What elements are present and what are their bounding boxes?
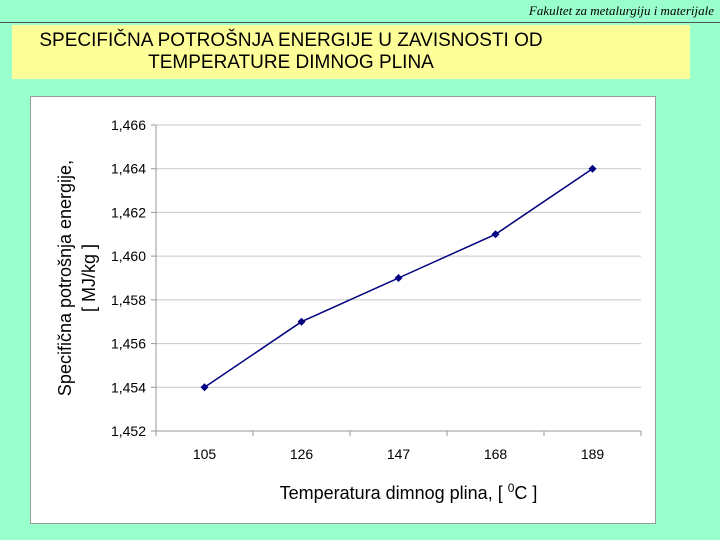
x-tick-label: 189 — [581, 446, 605, 462]
x-axis-label: Temperatura dimnog plina, [ 0C ] — [280, 481, 538, 503]
data-point — [297, 317, 306, 326]
x-axis-label-suffix: C ] — [514, 483, 537, 503]
data-point — [491, 230, 500, 239]
y-tick-label: 1,466 — [111, 117, 146, 133]
data-point — [394, 274, 403, 282]
slide-title: SPECIFIČNA POTROŠNJA ENERGIJE U ZAVISNOS… — [39, 30, 543, 73]
y-tick-label: 1,452 — [111, 423, 146, 439]
x-axis-label-prefix: Temperatura dimnog plina, [ — [280, 483, 508, 503]
y-tick-label: 1,456 — [111, 336, 146, 352]
x-tick-label: 126 — [290, 446, 314, 462]
header-divider — [0, 0, 720, 23]
data-point — [588, 164, 597, 173]
x-axis-label-superscript: 0 — [508, 481, 515, 495]
x-tick-label: 105 — [193, 446, 217, 462]
y-tick-label: 1,462 — [111, 204, 146, 220]
y-tick-label: 1,464 — [111, 161, 146, 177]
y-axis-label-line1: Specifična potrošnja energije, — [55, 160, 75, 396]
chart-panel: 1,452 1,454 1,456 1,458 1,460 1,462 1,464 1,466… — [30, 96, 656, 524]
x-tick-label: 147 — [387, 446, 411, 462]
data-point — [200, 383, 209, 392]
y-tick-label: 1,454 — [111, 379, 146, 395]
title-box: SPECIFIČNA POTROŠNJA ENERGIJE U ZAVISNOS… — [12, 25, 690, 79]
y-tick-label: 1,460 — [111, 248, 146, 264]
x-tick-label: 168 — [484, 446, 508, 462]
y-tick-label: 1,458 — [111, 292, 146, 308]
y-axis-label-line2: [ MJ/kg ] — [79, 244, 99, 312]
line-chart: 1,452 1,454 1,456 1,458 1,460 1,462 1,464 1,466… — [55, 117, 642, 503]
faculty-name: Fakultet za metalurgiju i materijale — [528, 3, 714, 18]
